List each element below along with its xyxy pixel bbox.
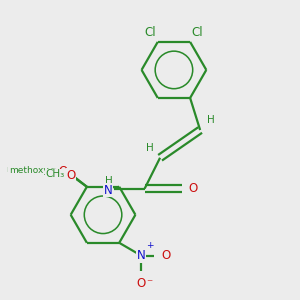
Text: CH₃: CH₃ [46,169,65,179]
Text: methoxy: methoxy [9,166,49,175]
Text: +: + [146,241,154,250]
Text: N: N [103,184,112,196]
Text: methoxy: methoxy [6,165,46,174]
Text: O: O [66,169,76,182]
Text: O: O [161,249,171,262]
Text: O: O [58,164,68,178]
Text: Cl: Cl [192,26,203,39]
Text: ⁻: ⁻ [146,277,153,290]
Text: N: N [136,249,145,262]
Text: H: H [207,116,215,125]
Text: H: H [146,143,153,153]
Text: Cl: Cl [145,26,156,39]
Text: O: O [188,182,198,195]
Text: O: O [136,277,146,290]
Text: H: H [104,176,112,186]
